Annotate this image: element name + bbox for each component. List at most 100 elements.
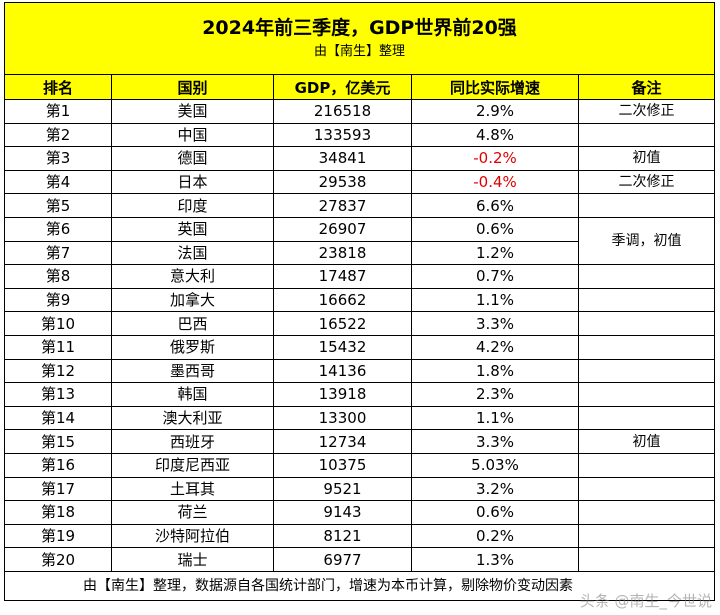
gdp-cell: 34841 [273,146,412,171]
gdp-cell: 14136 [273,358,412,384]
gdp-cell: 16522 [273,311,412,336]
note-cell [578,547,715,572]
growth-cell: -0.2% [411,146,579,171]
note-cell: 初值 [578,146,715,171]
country-cell: 印度尼西亚 [111,452,274,478]
growth-cell: 4.2% [411,334,579,360]
note-cell [578,405,715,431]
gdp-cell: 16662 [273,287,412,313]
rank-cell: 第17 [4,476,112,502]
country-cell: 土耳其 [111,476,274,502]
gdp-cell: 133593 [273,122,412,148]
note-cell [578,311,715,336]
footer-note: 由【南生】整理，数据源自各国统计部门，增速为本币计算，剔除物价变动因素 [4,570,715,601]
rank-cell: 第14 [4,405,112,431]
rank-cell: 第12 [4,358,112,384]
note-cell [578,264,715,289]
gdp-cell: 26907 [273,216,412,242]
gdp-cell: 15432 [273,334,412,360]
table-row: 第8 意大利 17487 0.7% [4,264,715,289]
gdp-cell: 23818 [273,240,412,266]
header-country: 国别 [111,74,274,100]
gdp-cell: 17487 [273,264,412,289]
note-cell [578,358,715,384]
table-row: 第9 加拿大 16662 1.1% [4,287,715,313]
note-cell: 二次修正 [578,169,715,195]
table-row: 第19 沙特阿拉伯 8121 0.2% [4,523,715,549]
table-row: 第10 巴西 16522 3.3% [4,311,715,336]
table-title: 2024年前三季度，GDP世界前20强 [202,16,517,39]
rank-cell: 第20 [4,547,112,572]
gdp-table-sheet: 2024年前三季度，GDP世界前20强 由【南生】整理 排名 国别 GDP，亿美… [4,2,715,601]
rank-cell: 第9 [4,287,112,313]
table-row: 第4 日本 29538 -0.4% 二次修正 [4,169,715,195]
gdp-cell: 12734 [273,429,412,454]
rank-cell: 第13 [4,382,112,407]
country-cell: 韩国 [111,382,274,407]
growth-cell: 0.7% [411,264,579,289]
gdp-cell: 6977 [273,547,412,572]
country-cell: 瑞士 [111,547,274,572]
gdp-table: 2024年前三季度，GDP世界前20强 由【南生】整理 排名 国别 GDP，亿美… [4,2,715,601]
gdp-cell: 10375 [273,452,412,478]
header-row: 排名 国别 GDP，亿美元 同比实际增速 备注 [4,74,715,100]
growth-cell: 3.2% [411,476,579,502]
table-row: 第20 瑞士 6977 1.3% [4,547,715,572]
country-cell: 法国 [111,240,274,266]
rank-cell: 第5 [4,193,112,218]
table-row: 第5 印度 27837 6.6% [4,193,715,218]
growth-cell: 1.3% [411,547,579,572]
growth-cell: 2.9% [411,99,579,124]
rank-cell: 第8 [4,264,112,289]
country-cell: 印度 [111,193,274,218]
note-cell: 二次修正 [578,99,715,124]
rank-cell: 第15 [4,429,112,454]
note-cell [578,334,715,360]
growth-cell: 3.3% [411,311,579,336]
note-cell [578,382,715,407]
table-row: 第18 荷兰 9143 0.6% [4,500,715,525]
country-cell: 俄罗斯 [111,334,274,360]
growth-cell: -0.4% [411,169,579,195]
growth-cell: 1.1% [411,287,579,313]
rank-cell: 第19 [4,523,112,549]
country-cell: 中国 [111,122,274,148]
note-cell [578,523,715,549]
note-cell [578,287,715,313]
rank-cell: 第4 [4,169,112,195]
growth-cell: 1.8% [411,358,579,384]
country-cell: 巴西 [111,311,274,336]
growth-cell: 0.6% [411,500,579,525]
country-cell: 加拿大 [111,287,274,313]
note-cell [578,193,715,218]
table-row: 第14 澳大利亚 13300 1.1% [4,405,715,431]
country-cell: 美国 [111,99,274,124]
gdp-cell: 8121 [273,523,412,549]
table-row: 第11 俄罗斯 15432 4.2% [4,334,715,360]
table-row: 第6 英国 26907 0.6% 季调，初值 [4,216,715,266]
table-row: 第1 美国 216518 2.9% 二次修正 [4,99,715,124]
rank-cell: 第10 [4,311,112,336]
country-cell: 意大利 [111,264,274,289]
growth-cell: 0.6% [411,216,579,242]
table-subtitle: 由【南生】整理 [313,43,405,59]
watermark: 头条 @南生_今世说 [579,592,712,610]
header-rank: 排名 [4,74,112,100]
country-cell: 西班牙 [111,429,274,454]
gdp-cell: 29538 [273,169,412,195]
country-cell: 墨西哥 [111,358,274,384]
gdp-cell: 27837 [273,193,412,218]
country-cell: 英国 [111,216,274,242]
rank-cell: 第11 [4,334,112,360]
growth-cell: 0.2% [411,523,579,549]
gdp-cell: 9143 [273,500,412,525]
gdp-cell: 9521 [273,476,412,502]
growth-cell: 5.03% [411,452,579,478]
gdp-cell: 13918 [273,382,412,407]
growth-cell: 1.1% [411,405,579,431]
table-row: 第17 土耳其 9521 3.2% [4,476,715,502]
title-block: 2024年前三季度，GDP世界前20强 由【南生】整理 [4,2,715,75]
rank-cell: 第3 [4,146,112,171]
table-row: 第15 西班牙 12734 3.3% 初值 [4,429,715,454]
country-cell: 荷兰 [111,500,274,525]
